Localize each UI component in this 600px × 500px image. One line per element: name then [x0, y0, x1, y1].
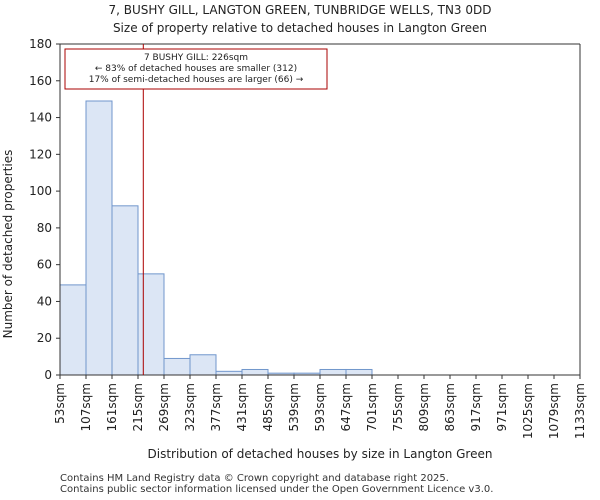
y-tick-label-20: 20	[37, 331, 52, 345]
x-tick-label-377sqm: 377sqm	[209, 383, 223, 431]
bars	[59, 100, 373, 376]
x-tick-label-971sqm: 971sqm	[495, 383, 509, 431]
bar-269sqm	[163, 357, 191, 376]
bar-593sqm	[319, 368, 347, 376]
x-tick-label-53sqm: 53sqm	[53, 383, 67, 424]
x-tick-label-269sqm: 269sqm	[157, 383, 171, 431]
footer-attribution-land-registry: Contains HM Land Registry data © Crown c…	[60, 473, 449, 484]
x-tick-label-161sqm: 161sqm	[105, 383, 119, 431]
x-tick-label-1133sqm: 1133sqm	[573, 383, 587, 439]
y-tick-label-100: 100	[29, 184, 52, 198]
x-tick-label-755sqm: 755sqm	[391, 383, 405, 431]
y-tick-label-140: 140	[29, 111, 52, 125]
x-tick-label-701sqm: 701sqm	[365, 383, 379, 431]
annotation-box	[64, 48, 328, 90]
chart-title: 7, BUSHY GILL, LANGTON GREEN, TUNBRIDGE …	[109, 3, 492, 17]
annotation-line-property: 7 BUSHY GILL: 226sqm	[144, 53, 248, 63]
y-tick-label-160: 160	[29, 74, 52, 88]
x-tick-label-431sqm: 431sqm	[235, 383, 249, 431]
y-tick-label-180: 180	[29, 37, 52, 51]
chart-subtitle: Size of property relative to detached ho…	[113, 21, 487, 35]
annotation-line-smaller: ← 83% of detached houses are smaller (31…	[95, 64, 297, 74]
y-tick-label-40: 40	[37, 294, 52, 308]
footer-attribution-ogl: Contains public sector information licen…	[60, 484, 494, 495]
y-axis-label: Number of detached properties	[1, 150, 15, 339]
axes: 0 20 40 60 80 100 120 140 160 180	[29, 37, 581, 382]
x-tick-label-917sqm: 917sqm	[469, 383, 483, 431]
y-tick-label-60: 60	[37, 258, 52, 272]
x-tick-label-323sqm: 323sqm	[183, 383, 197, 431]
x-axis-label: Distribution of detached houses by size …	[148, 447, 493, 461]
x-tick-label-647sqm: 647sqm	[339, 383, 353, 431]
x-tick-label-485sqm: 485sqm	[261, 383, 275, 431]
x-tick-label-863sqm: 863sqm	[443, 383, 457, 431]
bar-431sqm	[241, 368, 269, 376]
bar-323sqm	[189, 354, 217, 376]
bar-377sqm	[215, 370, 243, 376]
bar-215sqm	[137, 273, 165, 376]
x-tick-label-107sqm: 107sqm	[79, 383, 93, 431]
x-tick-label-215sqm: 215sqm	[131, 383, 145, 431]
x-tick-label-539sqm: 539sqm	[287, 383, 301, 431]
x-tick-label-1025sqm: 1025sqm	[521, 383, 535, 439]
annotation-line-larger: 17% of semi-detached houses are larger (…	[89, 75, 304, 85]
bar-53sqm	[59, 284, 87, 376]
x-tick-label-593sqm: 593sqm	[313, 383, 327, 431]
bar-647sqm	[345, 368, 373, 376]
bar-161sqm	[111, 205, 139, 376]
bar-107sqm	[85, 100, 113, 376]
y-tick-label-80: 80	[37, 221, 52, 235]
x-tick-label-809sqm: 809sqm	[417, 383, 431, 431]
x-tick-labels: 53sqm 107sqm 161sqm 215sqm 269sqm 323sqm 377sq…	[53, 383, 587, 439]
y-tick-label-0: 0	[44, 368, 52, 382]
x-tick-label-1079sqm: 1079sqm	[547, 383, 561, 439]
y-tick-label-120: 120	[29, 147, 52, 161]
